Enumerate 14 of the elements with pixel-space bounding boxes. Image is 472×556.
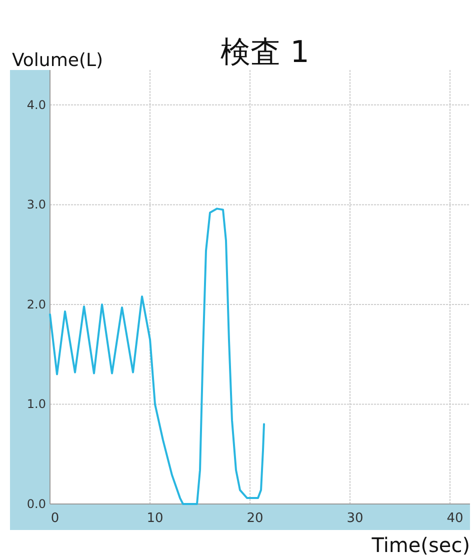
x-tick-label: 20 bbox=[246, 511, 264, 526]
y-tick-label: 2.0 bbox=[26, 297, 46, 312]
x-tick-label: 30 bbox=[346, 511, 364, 526]
y-tick-label: 4.0 bbox=[26, 98, 46, 112]
x-tick-label: 0 bbox=[50, 511, 60, 526]
x-tick-label: 10 bbox=[146, 511, 164, 526]
y-axis-title: Volume(L) bbox=[12, 50, 104, 71]
line-series bbox=[49, 208, 265, 505]
y-tick-label: 1.0 bbox=[26, 397, 46, 412]
chart-title: 検査 1 bbox=[220, 35, 310, 70]
x-tick-label: 40 bbox=[446, 511, 464, 526]
y-tick-label: 3.0 bbox=[26, 198, 46, 212]
x-axis-title: Time(sec) bbox=[370, 533, 470, 556]
y-tick-label: 0.0 bbox=[26, 497, 46, 511]
